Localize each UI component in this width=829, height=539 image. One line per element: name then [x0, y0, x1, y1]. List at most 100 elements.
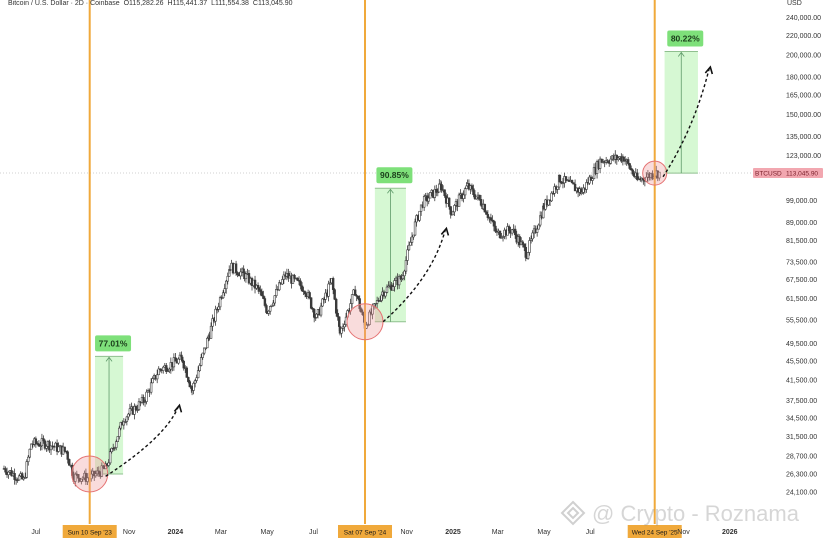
candle-body	[486, 214, 490, 219]
candle	[239, 268, 242, 280]
y-tick-label: 24,100.00	[786, 490, 817, 497]
ohlc-low: L111,554.38	[211, 0, 249, 7]
candle	[165, 362, 168, 374]
candle	[401, 271, 405, 281]
candle-body	[485, 211, 488, 215]
candle-body	[136, 409, 139, 411]
candle-body	[165, 365, 168, 372]
date-marker-tag	[627, 525, 682, 538]
candle-body	[28, 448, 31, 458]
candle-body	[127, 413, 130, 418]
candle	[115, 439, 118, 451]
candle-body	[168, 368, 171, 372]
candle-body	[239, 271, 242, 277]
candle	[281, 276, 284, 286]
candle-body	[311, 307, 314, 310]
candle	[436, 187, 440, 197]
move-arrow-head	[387, 188, 394, 194]
candle	[211, 314, 214, 332]
candle	[145, 389, 148, 405]
move-percent-badge	[95, 335, 132, 352]
candle-body	[116, 436, 119, 442]
candle	[438, 179, 441, 193]
candle-body	[457, 194, 461, 207]
move-box: 90.85%	[374, 167, 413, 323]
candle	[172, 353, 176, 371]
candle	[260, 288, 264, 297]
candle-body	[260, 291, 264, 297]
candle	[203, 347, 206, 356]
candle	[451, 210, 455, 216]
candle-body	[526, 252, 530, 259]
candle-body	[491, 219, 494, 222]
candle-body	[368, 311, 371, 325]
candle-body	[270, 304, 273, 307]
candle	[366, 323, 370, 327]
candle-body	[366, 324, 370, 326]
candle	[521, 240, 524, 248]
x-tick-label: May	[261, 529, 275, 536]
candle	[550, 191, 553, 202]
candle	[353, 285, 357, 296]
candle-body	[422, 195, 426, 208]
candle	[531, 230, 534, 242]
candle	[600, 158, 603, 163]
candle-body	[133, 406, 136, 415]
price-tag-ticker: BTCUSD	[755, 171, 782, 178]
candle	[180, 351, 183, 358]
candle-body	[528, 240, 531, 253]
candle-body	[591, 178, 594, 181]
y-tick-label: 240,000.00	[786, 15, 821, 22]
candle-body	[43, 440, 47, 449]
time-axis[interactable]: Jul Nov 2024 Mar May Jul Nov 2025 Mar May Jul Nov 20…	[31, 529, 737, 536]
date-marker-label: Sat 07 Sep '24	[344, 530, 387, 537]
move-box: 77.01%	[95, 335, 132, 475]
candle-body	[401, 275, 405, 279]
candle	[628, 162, 631, 170]
candle	[68, 458, 71, 466]
price-tag-value: 113,045.90	[786, 171, 818, 178]
candle	[7, 470, 10, 479]
candle-body	[433, 189, 436, 198]
candle	[321, 298, 324, 308]
candle	[413, 218, 417, 237]
candle	[34, 436, 38, 448]
candle-body	[623, 160, 627, 162]
candle	[470, 183, 474, 192]
candle	[244, 270, 248, 283]
y-tick-label: 123,000.00	[786, 153, 821, 160]
candle	[122, 418, 126, 430]
candle	[287, 268, 290, 282]
candle-body	[281, 279, 284, 285]
candle-body	[358, 298, 361, 310]
candle	[410, 232, 414, 246]
x-tick-label: Nov	[677, 529, 690, 536]
candle-body	[404, 260, 408, 272]
price-axis[interactable]: 24,100.00 26,300.00 28,700.00 31,500.00 34,5…	[753, 15, 823, 497]
candle-body	[265, 305, 268, 313]
candle	[651, 170, 654, 181]
candle	[501, 235, 505, 242]
candle	[630, 165, 633, 171]
move-arrow-head	[677, 51, 685, 57]
candle	[510, 229, 514, 236]
candle-body	[269, 306, 272, 312]
candle	[485, 210, 488, 215]
candle	[491, 215, 494, 223]
candle	[529, 235, 533, 244]
candle-body	[118, 427, 121, 437]
chart-legend-header: Bitcoin / U.S. Dollar · 2D · Coinbase O1…	[8, 0, 294, 7]
candle	[24, 472, 27, 479]
candle-body	[267, 310, 270, 314]
candle	[291, 273, 295, 284]
candle	[558, 174, 562, 183]
candle-body	[564, 176, 568, 181]
candle	[564, 176, 568, 183]
candle	[528, 237, 531, 256]
candle	[535, 225, 539, 237]
cycle-bottom-circle	[346, 303, 384, 341]
candle	[538, 211, 542, 228]
candle	[136, 404, 139, 413]
candle	[13, 468, 16, 485]
candle	[225, 279, 228, 294]
